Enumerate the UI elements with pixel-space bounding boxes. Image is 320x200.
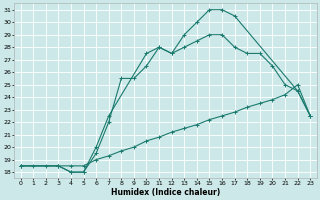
X-axis label: Humidex (Indice chaleur): Humidex (Indice chaleur) — [111, 188, 220, 197]
